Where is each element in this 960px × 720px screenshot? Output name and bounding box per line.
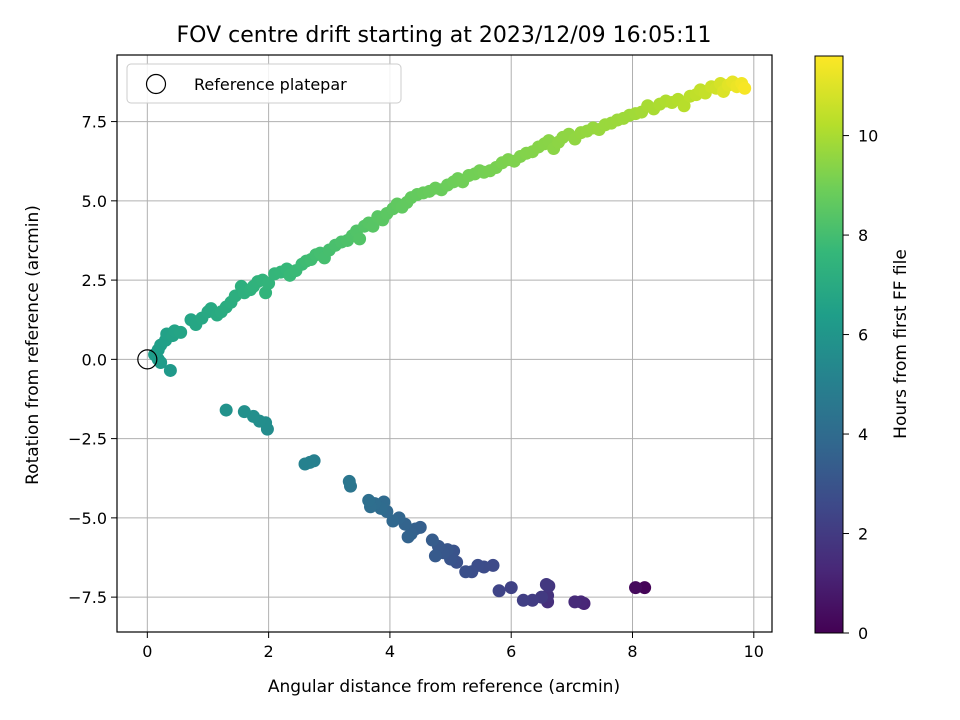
x-tick-label: 0 bbox=[142, 642, 152, 661]
y-tick-label: −7.5 bbox=[68, 588, 107, 607]
data-point bbox=[237, 405, 251, 419]
y-tick-label: 7.5 bbox=[82, 113, 107, 132]
grid-lines bbox=[117, 55, 772, 632]
legend-label: Reference platepar bbox=[194, 75, 347, 94]
data-point bbox=[738, 81, 752, 95]
legend-box bbox=[126, 63, 402, 104]
data-point bbox=[504, 581, 518, 595]
data-point bbox=[219, 403, 233, 417]
data-point bbox=[298, 457, 312, 471]
legend: Reference platepar bbox=[126, 63, 402, 104]
x-tick-label: 4 bbox=[385, 642, 395, 661]
data-point bbox=[638, 581, 652, 595]
colorbar-tick-label: 4 bbox=[858, 425, 868, 444]
colorbar-tick-label: 6 bbox=[858, 326, 868, 345]
colorbar-ticks: 0 2 4 6 8 10 bbox=[843, 127, 878, 643]
scatter-points bbox=[148, 75, 752, 610]
data-point bbox=[629, 581, 643, 595]
y-axis-ticks: −7.5 −5.0 −2.5 0.0 2.5 5.0 7.5 bbox=[68, 113, 117, 607]
data-point bbox=[174, 325, 188, 339]
data-point bbox=[262, 276, 276, 290]
data-point bbox=[677, 99, 691, 113]
data-point bbox=[386, 514, 400, 528]
y-tick-label: −2.5 bbox=[68, 430, 107, 449]
reference-marker bbox=[137, 349, 158, 370]
x-axis-label: Angular distance from reference (arcmin) bbox=[268, 677, 620, 697]
data-point bbox=[353, 232, 367, 246]
y-tick-label: −5.0 bbox=[68, 509, 107, 528]
data-point bbox=[459, 565, 473, 579]
colorbar: 0 2 4 6 8 10 Hours from first FF file bbox=[814, 55, 911, 643]
colorbar-gradient bbox=[814, 55, 844, 634]
data-point bbox=[492, 584, 506, 598]
legend-marker-icon bbox=[145, 73, 167, 95]
colorbar-label: Hours from first FF file bbox=[891, 249, 911, 439]
colorbar-tick-label: 10 bbox=[858, 127, 878, 146]
y-tick-label: 0.0 bbox=[82, 350, 107, 369]
data-point bbox=[539, 577, 553, 591]
chart-title: FOV centre drift starting at 2023/12/09 … bbox=[177, 23, 712, 48]
plot-frame bbox=[116, 54, 773, 633]
data-point bbox=[362, 493, 376, 507]
x-tick-label: 2 bbox=[264, 642, 274, 661]
y-axis-label: Rotation from reference (arcmin) bbox=[23, 205, 43, 485]
x-tick-label: 10 bbox=[744, 642, 764, 661]
reference-platepar-marker bbox=[137, 349, 158, 370]
data-point bbox=[425, 533, 439, 547]
data-point bbox=[401, 530, 415, 544]
data-point bbox=[428, 549, 442, 563]
data-point bbox=[516, 593, 530, 607]
data-point bbox=[525, 593, 539, 607]
data-point bbox=[568, 595, 582, 609]
colorbar-tick-label: 0 bbox=[858, 624, 868, 643]
x-axis-ticks: 0 2 4 6 8 10 bbox=[142, 632, 764, 661]
x-tick-label: 8 bbox=[627, 642, 637, 661]
data-point bbox=[163, 363, 177, 377]
colorbar-tick-label: 2 bbox=[858, 525, 868, 544]
y-tick-label: 2.5 bbox=[82, 271, 107, 290]
data-point bbox=[342, 474, 356, 488]
y-tick-label: 5.0 bbox=[82, 192, 107, 211]
colorbar-tick-label: 8 bbox=[858, 226, 868, 245]
x-tick-label: 6 bbox=[506, 642, 516, 661]
